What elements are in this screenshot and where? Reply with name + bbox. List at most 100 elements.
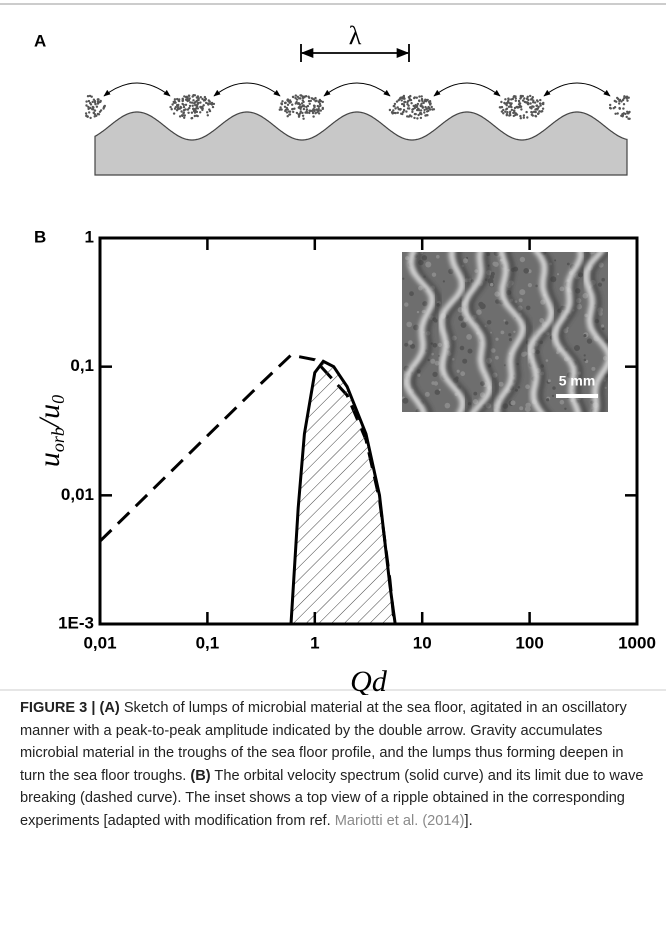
lump-grain	[513, 95, 516, 98]
lump-grain	[391, 112, 394, 115]
lump-grain	[281, 100, 284, 103]
inset-speckle	[508, 338, 513, 342]
lump-grain	[416, 102, 420, 106]
lump-grain	[193, 114, 196, 118]
lump-grain	[187, 99, 191, 102]
wavelength-label: λ	[349, 21, 362, 50]
lump-grain	[284, 108, 287, 112]
lump-grain	[84, 112, 88, 115]
inset-speckle	[600, 324, 605, 328]
lump-grain	[98, 110, 102, 114]
lump-grain	[103, 104, 107, 108]
inset-speckle	[559, 399, 565, 405]
lump-grain	[288, 110, 292, 113]
lump-grain	[530, 113, 533, 116]
lump-grain	[181, 114, 184, 117]
lump-grain	[401, 112, 404, 116]
lump-grain	[519, 105, 523, 108]
lump-grain	[622, 107, 625, 110]
lump-grain	[91, 100, 94, 104]
inset-speckle	[431, 352, 434, 356]
lump-grain	[405, 110, 408, 113]
inset-speckle	[484, 325, 487, 328]
lump-grain	[280, 108, 283, 111]
lump-grain	[206, 102, 210, 105]
lump-grain	[319, 100, 323, 103]
lump-grain	[519, 114, 522, 118]
lump-grain	[294, 102, 297, 105]
lump-grain	[301, 96, 305, 100]
inset-speckle	[539, 318, 545, 323]
lump-grain	[541, 107, 545, 110]
lump-grain	[396, 106, 399, 109]
lump-grain	[286, 98, 289, 102]
lump-grain	[321, 100, 324, 104]
lump-grain	[85, 100, 88, 103]
y-axis-label-part: 0	[48, 395, 68, 404]
lump-grain	[315, 108, 318, 111]
inset-speckle	[432, 343, 438, 348]
lump-grain	[197, 98, 200, 101]
inset-speckle	[523, 351, 528, 356]
lump-grain	[521, 99, 525, 102]
lump-grain	[628, 117, 631, 121]
inset-speckle	[480, 381, 485, 386]
inset-speckle	[552, 386, 556, 390]
lump-grain	[299, 97, 302, 100]
inset-speckle	[589, 252, 595, 255]
inset-speckle	[590, 400, 594, 404]
inset-speckle	[505, 321, 509, 325]
lump-grain	[613, 106, 617, 109]
lump-grain	[403, 100, 406, 104]
lump-grain	[196, 107, 200, 110]
inset-speckle	[486, 320, 492, 325]
lump-grain	[307, 95, 310, 98]
lump-grain	[420, 95, 423, 98]
lump-grain	[184, 108, 187, 111]
lump-grain	[280, 102, 283, 105]
lump-grain	[423, 108, 426, 112]
lump-grain	[288, 101, 291, 105]
inset-speckle	[564, 407, 567, 410]
inset-speckle	[415, 408, 421, 412]
lump-grain	[415, 96, 418, 99]
lump-grain	[301, 114, 305, 118]
lump-grain	[407, 104, 410, 107]
inset-speckle	[433, 381, 439, 386]
lump-grain	[402, 110, 405, 114]
lump-grain	[505, 113, 509, 116]
lump-grain	[96, 98, 100, 101]
lump-grain	[431, 108, 434, 111]
lump-grain	[618, 102, 621, 105]
inset-speckle	[470, 279, 474, 283]
lump-grain	[408, 114, 412, 117]
agitation-arrow	[323, 82, 391, 97]
x-tick-label: 0,01	[83, 633, 116, 652]
y-axis-label-part: u	[33, 452, 66, 467]
inset-shadow	[559, 252, 590, 412]
inset-speckle	[430, 358, 436, 364]
inset-speckle	[427, 358, 430, 362]
lump-grain	[283, 105, 287, 109]
lump-grain	[299, 110, 302, 113]
inset-ridge	[437, 252, 466, 412]
inset-speckle	[434, 389, 440, 395]
lump-grain	[529, 106, 532, 109]
lump-grain	[295, 98, 299, 101]
lump-grain	[429, 108, 432, 111]
inset-speckle	[422, 301, 428, 307]
inset-speckle	[518, 298, 523, 303]
lump-grain	[422, 101, 425, 105]
lump-grain	[291, 103, 294, 106]
lump-grain	[89, 103, 93, 106]
lump-grain	[169, 105, 172, 109]
lump-grain	[616, 112, 619, 115]
lump-grain	[173, 107, 177, 110]
lump-grain	[504, 98, 507, 101]
lump-grain	[183, 95, 186, 98]
chart: 5 mm0,01 0,1 1 10 100 10001E-30,010,11Qduorb/…	[33, 227, 656, 695]
reference-link[interactable]: Mariotti et al. (2014)	[334, 812, 465, 829]
agitation-arrow	[213, 82, 281, 97]
lump-grain	[315, 99, 318, 102]
lump-grain	[182, 111, 185, 114]
